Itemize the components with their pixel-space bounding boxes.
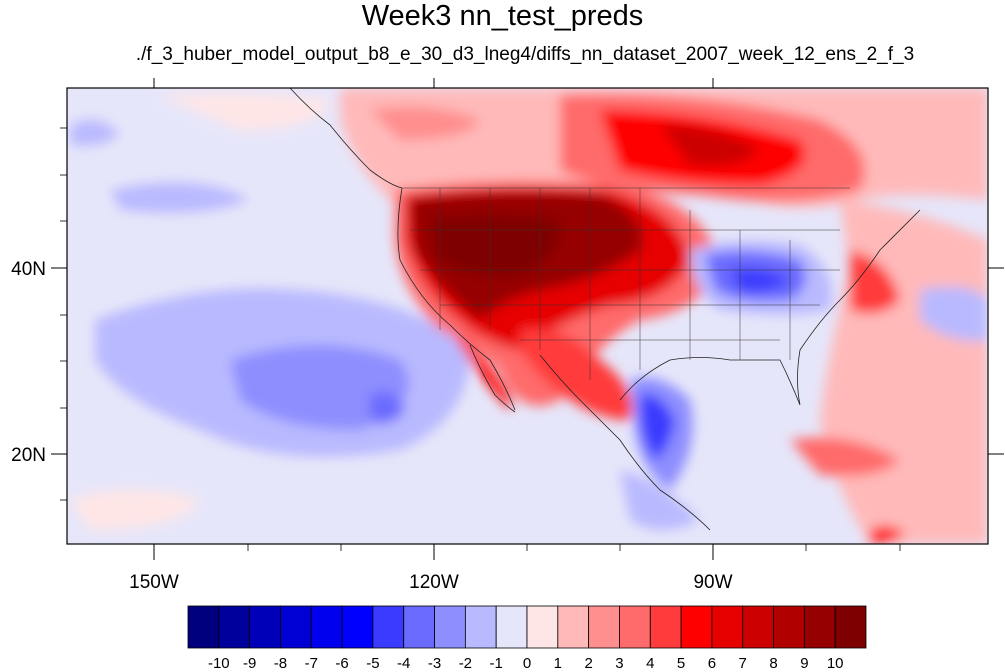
colorbar-label: -6 xyxy=(335,655,348,672)
lon-label-90w: 90W xyxy=(693,572,732,593)
colorbar-label: 7 xyxy=(739,655,747,672)
colorbar-label: 6 xyxy=(708,655,716,672)
plot-frame xyxy=(66,87,989,545)
lon-label-120w: 120W xyxy=(409,572,459,593)
colorbar-label: 3 xyxy=(615,655,623,672)
minor-ticks xyxy=(60,127,901,551)
colorbar-swatch xyxy=(588,605,620,649)
colorbar-label: 5 xyxy=(677,655,685,672)
gulf-of-alaska-cool xyxy=(70,119,120,147)
colorbar-label: 0 xyxy=(523,655,531,672)
colorbar-swatch xyxy=(680,605,713,649)
lat-label-20n: 20N xyxy=(11,445,46,466)
axis-ticks xyxy=(51,78,1004,560)
lon-label-150w: 150W xyxy=(129,572,179,593)
north-pacific-cool-streak xyxy=(110,182,250,214)
colorbar-swatch xyxy=(803,605,836,649)
colorbar-label: -2 xyxy=(459,655,472,672)
colorbar-swatch xyxy=(403,605,435,649)
colorbar-swatch xyxy=(526,605,559,649)
texas-warm xyxy=(520,328,632,420)
east-pacific-cool-spot xyxy=(370,392,405,424)
colorbar-swatch xyxy=(249,605,281,649)
map-subtitle: ./f_3_huber_model_output_b8_e_30_d3_lneg… xyxy=(135,44,915,65)
lat-label-40n: 40N xyxy=(11,259,46,280)
bc-warm xyxy=(370,106,480,140)
colorbar-label: 4 xyxy=(646,655,654,672)
baja-warm xyxy=(450,330,512,410)
colorbar-label: -10 xyxy=(208,655,230,672)
colorbar-swatch xyxy=(464,605,497,649)
colorbar-swatch xyxy=(649,605,682,649)
atlantic-cool-patch xyxy=(920,286,988,341)
colorbar-label: -1 xyxy=(490,655,503,672)
colorbar-swatch xyxy=(619,605,651,649)
anomaly-field xyxy=(67,88,988,544)
colorbar-swatch xyxy=(495,605,528,649)
caribbean-warm-spot xyxy=(870,526,905,544)
colorbar-label: 2 xyxy=(584,655,592,672)
ohio-valley-cool-core xyxy=(730,268,790,292)
colorbar-swatch xyxy=(742,605,774,649)
east-pacific-cool-core xyxy=(230,345,409,430)
colorbar-swatch xyxy=(187,605,220,649)
colorbar-swatch xyxy=(711,605,744,649)
coastlines xyxy=(289,88,921,531)
colorbar-label: -5 xyxy=(366,655,379,672)
colorbar-label: 10 xyxy=(827,655,844,672)
colorbar-swatch xyxy=(434,605,466,649)
colorbar-swatch xyxy=(341,605,374,649)
colorbar: -10 -9 -8 -7 -6 -5 -4 -3 -2 -1 0 1 2 3 4 5 6 7 8 9 10 xyxy=(187,605,867,672)
colorbar-swatch xyxy=(310,605,343,649)
new-england-warm xyxy=(850,250,900,314)
gulf-cool-core xyxy=(640,394,675,460)
colorbar-label: -7 xyxy=(305,655,318,672)
colorbar-label: -3 xyxy=(428,655,441,672)
colorbar-swatch xyxy=(834,605,867,649)
colorbar-label: -4 xyxy=(397,655,410,672)
colorbar-swatch xyxy=(372,605,405,649)
state-borders xyxy=(402,187,850,380)
colorbar-label: 9 xyxy=(800,655,808,672)
south-pacific-warm xyxy=(70,490,200,530)
colorbar-swatch xyxy=(773,605,805,649)
central-america-cool xyxy=(620,470,700,530)
colorbar-label: 8 xyxy=(769,655,777,672)
map-title: Week3 nn_test_preds xyxy=(361,0,644,32)
colorbar-label: -9 xyxy=(243,655,256,672)
colorbar-swatch xyxy=(218,605,251,649)
canada-warm-max xyxy=(660,125,760,166)
north-pacific-warm xyxy=(160,93,330,130)
colorbar-swatch xyxy=(280,605,312,649)
colorbar-label: -8 xyxy=(274,655,287,672)
colorbar-label: 1 xyxy=(554,655,562,672)
colorbar-swatch xyxy=(557,605,590,649)
caribbean-warm xyxy=(790,437,900,476)
